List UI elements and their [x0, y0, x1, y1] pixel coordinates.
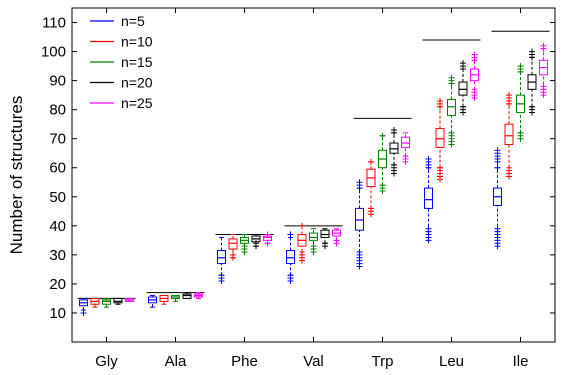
- outlier-point: [471, 51, 478, 58]
- outlier-point: [356, 248, 363, 255]
- outlier-point: [437, 97, 443, 104]
- box: [182, 293, 192, 299]
- outlier-point: [379, 132, 386, 139]
- outlier-point: [494, 225, 501, 232]
- outlier-point: [460, 103, 466, 110]
- series-group: [90, 92, 514, 308]
- series-group: [125, 42, 548, 302]
- y-tick-label: 10: [49, 305, 66, 322]
- x-tick-label: Ile: [513, 353, 529, 370]
- outlier-point: [80, 309, 87, 316]
- box: [355, 207, 364, 231]
- outlier-point: [264, 231, 271, 238]
- series-group: [79, 147, 502, 316]
- outlier-point: [506, 92, 512, 99]
- outlier-point: [437, 164, 443, 171]
- outlier-point: [402, 153, 409, 160]
- x-tick-label: Ala: [165, 353, 187, 370]
- legend-label: n=5: [121, 13, 145, 29]
- outlier-point: [391, 161, 397, 168]
- outlier-point: [529, 48, 535, 55]
- outlier-point: [471, 89, 478, 96]
- x-tick-label: Val: [303, 353, 324, 370]
- y-tick-label: 110: [42, 15, 66, 32]
- box: [320, 229, 330, 238]
- y-axis-label: Number of structures: [7, 96, 26, 255]
- outlier-point: [425, 225, 432, 232]
- y-tick-label: 90: [49, 73, 66, 90]
- series-group: [102, 63, 525, 308]
- box: [401, 136, 410, 148]
- outlier-point: [517, 129, 524, 136]
- outlier-point: [517, 63, 524, 70]
- outlier-point: [310, 243, 317, 250]
- y-tick-label: 40: [49, 218, 66, 235]
- x-tick-label: Gly: [95, 353, 118, 370]
- x-tick-label: Trp: [372, 353, 394, 370]
- outlier-point: [299, 251, 305, 258]
- box: [424, 187, 433, 209]
- outlier-point: [368, 205, 374, 212]
- box: [504, 123, 514, 146]
- box: [458, 81, 468, 96]
- y-tick-label: 80: [49, 102, 66, 119]
- outlier-point: [230, 251, 236, 258]
- y-tick-label: 60: [49, 160, 66, 177]
- outlier-point: [333, 237, 340, 244]
- box: [286, 250, 295, 265]
- y-tick-label: 20: [49, 276, 66, 293]
- outlier-point: [356, 179, 363, 186]
- outlier-point: [299, 222, 305, 229]
- outlier-point: [368, 158, 374, 165]
- outlier-point: [506, 167, 512, 174]
- legend: n=5 n=10 n=15 n=20 n=25: [90, 13, 153, 111]
- y-tick-label: 70: [49, 131, 66, 148]
- legend-label: n=15: [121, 54, 153, 70]
- box: [447, 98, 456, 116]
- outlier-point: [494, 147, 501, 154]
- y-tick-label: 100: [41, 44, 66, 61]
- axes: 10 20 30 40 50 60 70 80 90 100 110 Gly Ala Phe Val Trp L…: [41, 8, 555, 370]
- outlier-point: [218, 272, 225, 279]
- x-tick-label: Phe: [231, 353, 258, 370]
- y-tick-label: 30: [49, 247, 66, 264]
- box: [217, 250, 226, 265]
- outlier-point: [529, 103, 535, 110]
- outlier-point: [322, 240, 328, 247]
- box: [113, 297, 123, 304]
- box-series: [79, 42, 548, 316]
- outlier-point: [391, 126, 397, 133]
- box: [389, 142, 399, 154]
- box: [102, 299, 111, 305]
- outlier-point: [494, 164, 501, 171]
- legend-label: n=20: [121, 75, 153, 91]
- legend-label: n=25: [121, 95, 153, 111]
- outlier-point: [287, 231, 294, 238]
- outlier-point: [540, 83, 547, 90]
- legend-label: n=10: [121, 34, 153, 50]
- outlier-point: [540, 42, 547, 49]
- outlier-point: [287, 272, 294, 279]
- x-tick-label: Leu: [439, 353, 464, 370]
- outlier-point: [379, 182, 386, 189]
- box: [309, 232, 318, 241]
- outlier-point: [448, 129, 455, 136]
- outlier-point: [448, 74, 455, 81]
- outlier-point: [253, 240, 259, 247]
- outlier-point: [425, 156, 432, 163]
- series-group: [113, 48, 537, 305]
- outlier-point: [460, 60, 466, 67]
- box: [435, 128, 445, 148]
- outlier-point: [264, 240, 271, 247]
- y-tick-label: 50: [49, 189, 66, 206]
- outlier-point: [241, 243, 248, 250]
- box: [228, 238, 238, 250]
